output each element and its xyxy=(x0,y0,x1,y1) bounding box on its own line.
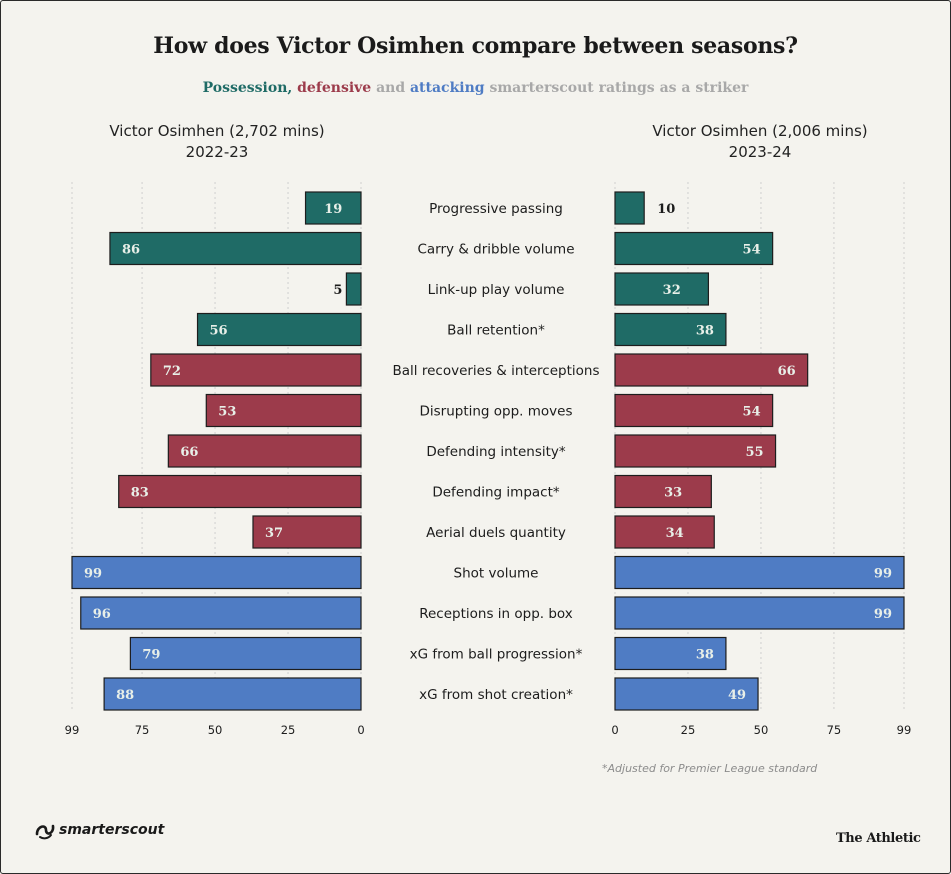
bar-left xyxy=(80,596,362,630)
category-label: Shot volume xyxy=(454,566,539,582)
bar-right-label: 33 xyxy=(664,486,682,501)
bar-right-label: 54 xyxy=(743,405,761,420)
tick-label-right: 75 xyxy=(827,723,842,737)
tick-label-right: 0 xyxy=(611,723,618,737)
left-player-header: Victor Osimhen (2,702 mins) 2022-23 xyxy=(67,121,367,163)
bar-left-label: 79 xyxy=(142,648,160,663)
subtitle-defensive: defensive xyxy=(297,80,372,96)
bar-left-label: 99 xyxy=(84,567,102,582)
tick-label-left: 25 xyxy=(281,723,296,737)
bar-left xyxy=(103,677,362,711)
bar-left xyxy=(304,191,362,225)
footnote: *Adjusted for Premier League standard xyxy=(602,762,818,775)
bar-right-label: 99 xyxy=(874,567,892,582)
bar-right-label: 38 xyxy=(696,648,714,663)
the-athletic-logo: The Athletic xyxy=(836,831,921,846)
tick-label-left: 50 xyxy=(208,723,223,737)
right-player-season: 2023-24 xyxy=(728,143,792,161)
bar-right-label: 34 xyxy=(666,526,684,541)
bar-left xyxy=(150,353,362,387)
category-label: Aerial duels quantity xyxy=(426,525,566,541)
bar-left-label: 72 xyxy=(163,364,181,379)
category-label: Carry & dribble volume xyxy=(417,242,574,258)
left-player-season: 2022-23 xyxy=(185,143,249,161)
bar-right xyxy=(614,312,727,347)
tick-label-right: 25 xyxy=(681,723,696,737)
bar-left xyxy=(129,636,362,671)
bar-left-label: 83 xyxy=(131,486,149,501)
bar-left-label: 56 xyxy=(210,324,228,339)
bar-left-label: 86 xyxy=(122,243,140,258)
chart-title: How does Victor Osimhen compare between … xyxy=(153,33,798,59)
bar-right xyxy=(614,474,712,509)
bar-left-label: 88 xyxy=(116,688,134,703)
bar-left xyxy=(345,272,362,306)
bar-right xyxy=(614,191,645,225)
tick-label-right: 99 xyxy=(897,723,912,737)
bar-right xyxy=(614,353,809,387)
tick-label-left: 75 xyxy=(135,723,150,737)
bar-right xyxy=(614,636,727,671)
bar-right-label: 66 xyxy=(778,364,796,379)
category-label: Disrupting opp. moves xyxy=(419,404,572,420)
subtitle-possession: Possession xyxy=(202,80,288,96)
smarterscout-wordmark: smarterscout xyxy=(59,822,165,838)
bar-left-label: 96 xyxy=(93,607,111,622)
category-label: Ball recoveries & interceptions xyxy=(393,363,600,379)
subtitle-and: and xyxy=(376,80,406,96)
bar-right xyxy=(614,231,774,266)
bar-right xyxy=(614,515,715,549)
bar-right xyxy=(614,555,905,590)
bar-right xyxy=(614,393,774,428)
bar-right-label: 10 xyxy=(657,202,675,217)
bar-left-label: 19 xyxy=(324,202,342,217)
category-label: Receptions in opp. box xyxy=(419,606,573,622)
tick-label-left: 99 xyxy=(65,723,80,737)
category-label: Link-up play volume xyxy=(428,282,565,298)
category-label: xG from ball progression* xyxy=(410,647,583,663)
subtitle-rest: smarterscout ratings as a striker xyxy=(489,80,749,96)
bar-left xyxy=(71,555,362,590)
chart-subtitle: Possession, defensive and attacking smar… xyxy=(0,80,951,96)
bar-right xyxy=(614,596,905,630)
bar-left xyxy=(118,474,362,509)
bar-right xyxy=(614,434,777,468)
category-label: Defending intensity* xyxy=(426,444,566,460)
diverging-bar-chart: 19 10 Progressive passing 86 54 Carry & dribb… xyxy=(65,182,912,737)
subtitle-comma: , xyxy=(287,80,293,96)
bar-left xyxy=(252,515,362,549)
bar-right-label: 99 xyxy=(874,607,892,622)
smarterscout-logo: smarterscout xyxy=(34,820,164,840)
category-label: xG from shot creation* xyxy=(419,687,573,703)
bar-left-label: 66 xyxy=(180,445,198,460)
bar-left-label: 53 xyxy=(218,405,236,420)
right-player-header: Victor Osimhen (2,006 mins) 2023-24 xyxy=(610,121,910,163)
category-label: Ball retention* xyxy=(447,323,545,339)
bar-left-label: 37 xyxy=(265,526,283,541)
bar-right-label: 54 xyxy=(743,243,761,258)
bar-right-label: 55 xyxy=(745,445,763,460)
subtitle-attacking: attacking xyxy=(409,80,485,96)
right-player-name: Victor Osimhen (2,006 mins) xyxy=(652,122,868,140)
bar-right xyxy=(614,677,759,711)
smarterscout-icon xyxy=(35,824,55,840)
bar-right-label: 32 xyxy=(663,283,681,298)
bar-left xyxy=(196,312,362,347)
tick-label-right: 50 xyxy=(754,723,769,737)
bar-left xyxy=(205,393,362,428)
bar-right-label: 38 xyxy=(696,324,714,339)
category-label: Progressive passing xyxy=(429,201,563,217)
bar-left xyxy=(109,231,362,266)
bar-left xyxy=(167,434,362,468)
bar-right xyxy=(614,272,710,306)
bar-left-label: 5 xyxy=(333,283,342,298)
bar-right-label: 49 xyxy=(728,688,746,703)
tick-label-left: 0 xyxy=(357,723,364,737)
left-player-name: Victor Osimhen (2,702 mins) xyxy=(109,122,325,140)
category-label: Defending impact* xyxy=(432,485,560,501)
